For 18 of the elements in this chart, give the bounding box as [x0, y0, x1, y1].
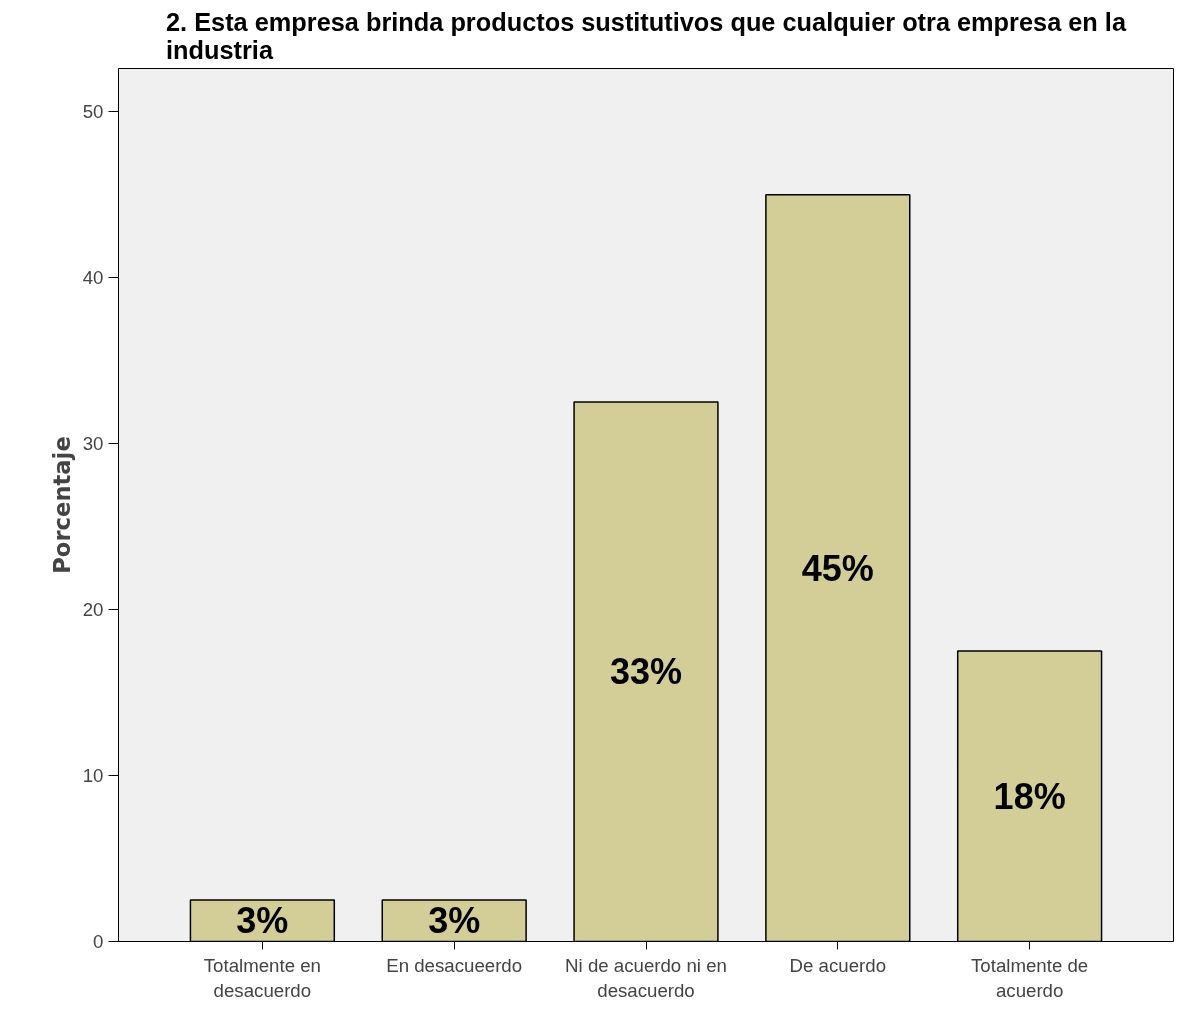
data-label: 45%: [801, 547, 874, 589]
y-axis-title: Porcentaje: [48, 436, 75, 574]
y-tick-label: 20: [82, 599, 104, 621]
x-tick-label: En desacueerdo: [386, 954, 523, 976]
y-tick-label: 0: [93, 931, 104, 952]
y-tick-label: 40: [82, 267, 104, 289]
data-label: 33%: [609, 651, 683, 693]
data-label: 3%: [236, 900, 289, 942]
y-tick-label: 10: [82, 765, 104, 787]
data-label: 3%: [428, 900, 481, 942]
x-tick-label: Totalmente en desacuerdo: [203, 954, 321, 1001]
x-tick-label: De acuerdo: [789, 954, 887, 976]
data-label: 18%: [993, 775, 1066, 817]
x-tick-label: Ni de acuerdo ni en desacuerdo: [565, 954, 727, 1001]
y-tick-label: 50: [82, 101, 104, 123]
chart-title: 2. Esta empresa brinda productos sustitutivos que cualquier otra empresa en la industria: [166, 7, 1127, 64]
y-tick-label: 30: [82, 433, 104, 455]
x-tick-label: Totalmente de acuerdo: [971, 954, 1089, 1001]
